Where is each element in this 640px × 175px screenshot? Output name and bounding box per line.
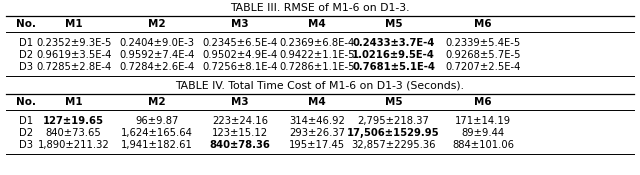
Text: 96±9.87: 96±9.87 — [135, 116, 179, 126]
Text: M2: M2 — [148, 19, 166, 29]
Text: 0.9502±4.9E-4: 0.9502±4.9E-4 — [202, 50, 278, 60]
Text: M6: M6 — [474, 97, 492, 107]
Text: M3: M3 — [231, 97, 249, 107]
Text: 0.2352±9.3E-5: 0.2352±9.3E-5 — [36, 38, 111, 48]
Text: M2: M2 — [148, 97, 166, 107]
Text: D1: D1 — [19, 38, 33, 48]
Text: 840±73.65: 840±73.65 — [45, 128, 102, 138]
Text: M6: M6 — [474, 19, 492, 29]
Text: 0.7256±8.1E-4: 0.7256±8.1E-4 — [202, 62, 278, 72]
Text: No.: No. — [15, 97, 36, 107]
Text: 0.2404±9.0E-3: 0.2404±9.0E-3 — [119, 38, 195, 48]
Text: 293±26.37: 293±26.37 — [289, 128, 345, 138]
Text: M4: M4 — [308, 19, 326, 29]
Text: D2: D2 — [19, 128, 33, 138]
Text: 1,890±211.32: 1,890±211.32 — [38, 140, 109, 150]
Text: 0.7286±1.1E-5: 0.7286±1.1E-5 — [279, 62, 355, 72]
Text: 884±101.06: 884±101.06 — [452, 140, 514, 150]
Text: M1: M1 — [65, 19, 83, 29]
Text: 127±19.65: 127±19.65 — [43, 116, 104, 126]
Text: 0.9592±7.4E-4: 0.9592±7.4E-4 — [119, 50, 195, 60]
Text: 32,857±2295.36: 32,857±2295.36 — [351, 140, 436, 150]
Text: TABLE IV. Total Time Cost of M1-6 on D1-3 (Seconds).: TABLE IV. Total Time Cost of M1-6 on D1-… — [175, 81, 465, 91]
Text: 314±46.92: 314±46.92 — [289, 116, 345, 126]
Text: D1: D1 — [19, 116, 33, 126]
Text: M4: M4 — [308, 97, 326, 107]
Text: 0.9619±3.5E-4: 0.9619±3.5E-4 — [36, 50, 111, 60]
Text: D3: D3 — [19, 140, 33, 150]
Text: 0.2433±3.7E-4: 0.2433±3.7E-4 — [353, 38, 435, 48]
Text: TABLE III. RMSE of M1-6 on D1-3.: TABLE III. RMSE of M1-6 on D1-3. — [230, 3, 410, 13]
Text: 1,624±165.64: 1,624±165.64 — [121, 128, 193, 138]
Text: 89±9.44: 89±9.44 — [461, 128, 505, 138]
Text: 195±17.45: 195±17.45 — [289, 140, 345, 150]
Text: 0.7207±2.5E-4: 0.7207±2.5E-4 — [445, 62, 521, 72]
Text: 0.7681±5.1E-4: 0.7681±5.1E-4 — [352, 62, 435, 72]
Text: 223±24.16: 223±24.16 — [212, 116, 268, 126]
Text: M5: M5 — [385, 97, 403, 107]
Text: 1,941±182.61: 1,941±182.61 — [121, 140, 193, 150]
Text: 2,795±218.37: 2,795±218.37 — [358, 116, 429, 126]
Text: 0.7284±2.6E-4: 0.7284±2.6E-4 — [119, 62, 195, 72]
Text: 1.0216±9.5E-4: 1.0216±9.5E-4 — [352, 50, 435, 60]
Text: 171±14.19: 171±14.19 — [455, 116, 511, 126]
Text: 0.2369±6.8E-4: 0.2369±6.8E-4 — [279, 38, 355, 48]
Text: M5: M5 — [385, 19, 403, 29]
Text: 0.2345±6.5E-4: 0.2345±6.5E-4 — [202, 38, 278, 48]
Text: 17,506±1529.95: 17,506±1529.95 — [348, 128, 440, 138]
Text: 0.9268±5.7E-5: 0.9268±5.7E-5 — [445, 50, 521, 60]
Text: 840±78.36: 840±78.36 — [209, 140, 271, 150]
Text: D2: D2 — [19, 50, 33, 60]
Text: 0.9422±1.1E-5: 0.9422±1.1E-5 — [279, 50, 355, 60]
Text: M3: M3 — [231, 19, 249, 29]
Text: 0.2339±5.4E-5: 0.2339±5.4E-5 — [445, 38, 521, 48]
Text: No.: No. — [15, 19, 36, 29]
Text: 0.7285±2.8E-4: 0.7285±2.8E-4 — [36, 62, 111, 72]
Text: D3: D3 — [19, 62, 33, 72]
Text: 123±15.12: 123±15.12 — [212, 128, 268, 138]
Text: M1: M1 — [65, 97, 83, 107]
